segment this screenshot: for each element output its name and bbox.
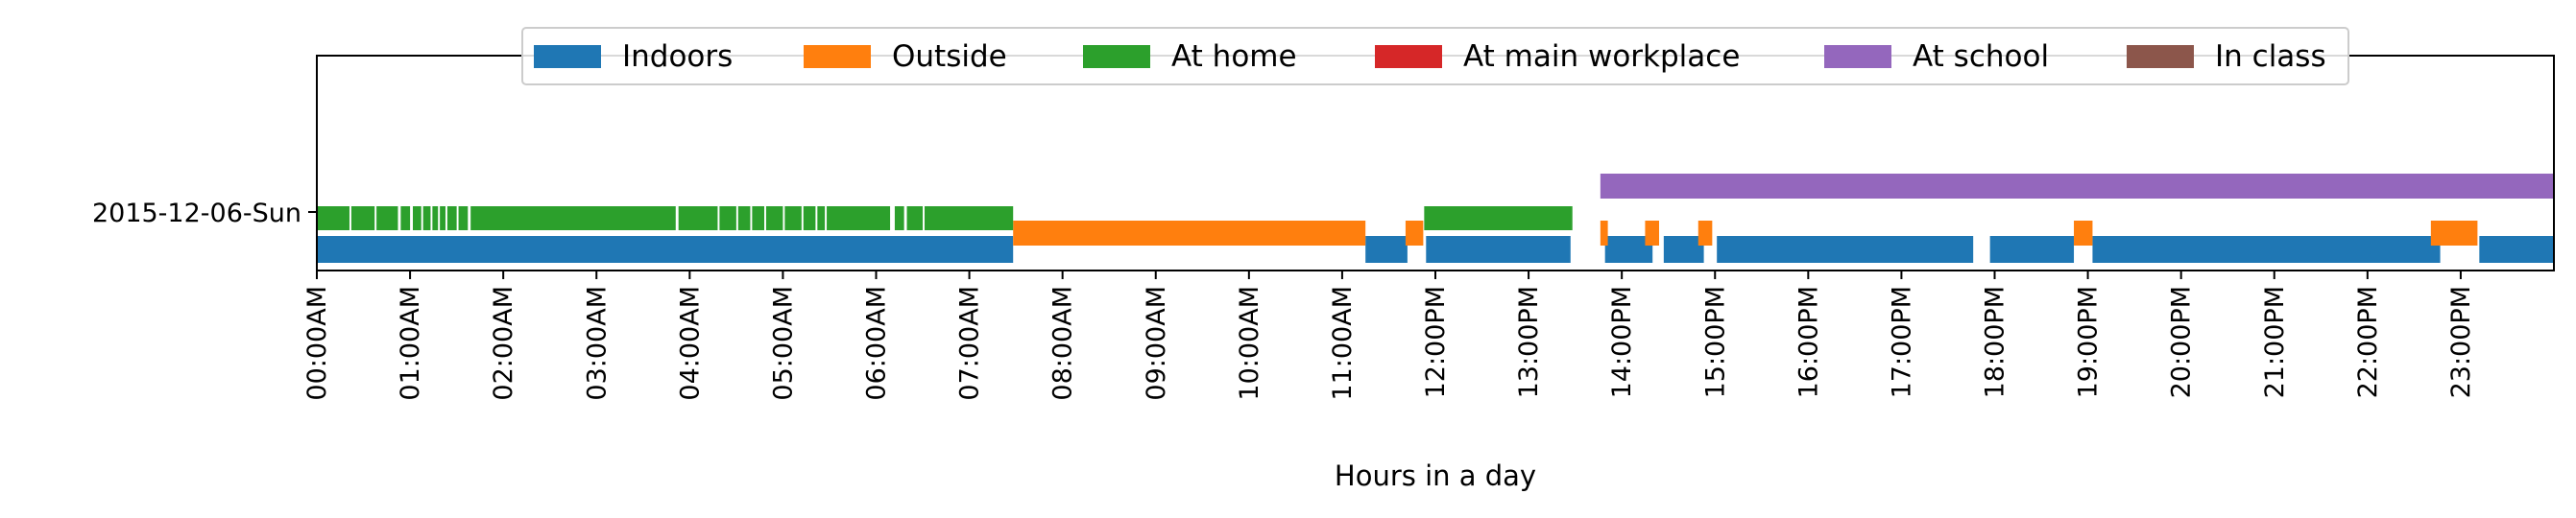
x-tick-label-17: 17:00PM (1887, 286, 1916, 398)
bar-at-home-7 (440, 206, 445, 230)
bar-outside-4 (1697, 221, 1713, 246)
x-tick-label-19: 19:00PM (2074, 286, 2104, 398)
bar-at-home-22 (924, 206, 1014, 230)
x-tick-label-16: 16:00PM (1794, 286, 1823, 398)
bar-outside-1 (1405, 221, 1424, 246)
bar-outside-0 (1013, 221, 1366, 246)
x-tick-label-6: 06:00AM (862, 286, 892, 401)
x-tick-label-7: 07:00AM (955, 286, 985, 401)
legend-label-in-class: In class (2215, 39, 2326, 74)
x-tick-label-11: 11:00AM (1328, 286, 1358, 401)
bar-indoors-1 (1365, 236, 1408, 263)
bar-at-home-10 (470, 206, 676, 230)
bar-at-home-15 (765, 206, 783, 230)
x-tick-label-5: 05:00AM (768, 286, 798, 401)
bar-at-home-14 (752, 206, 764, 230)
bar-indoors-6 (1989, 236, 2075, 263)
x-tick-label-14: 14:00PM (1607, 286, 1637, 398)
bar-at-home-6 (432, 206, 439, 230)
x-axis-label: Hours in a day (1335, 459, 1536, 492)
legend-swatch-in-class (2127, 45, 2194, 68)
bar-outside-6 (2430, 221, 2478, 246)
x-tick-label-3: 03:00AM (582, 286, 612, 401)
x-tick-label-23: 23:00PM (2446, 286, 2476, 398)
legend-swatch-at-main-workplace (1375, 45, 1442, 68)
bar-at-home-19 (827, 206, 891, 230)
legend-swatch-at-school (1824, 45, 1891, 68)
bar-at-home-9 (458, 206, 469, 230)
legend-label-indoors: Indoors (622, 39, 733, 74)
x-tick-label-0: 00:00AM (302, 286, 332, 401)
bar-at-home-2 (376, 206, 398, 230)
legend-label-at-school: At school (1913, 39, 2049, 74)
bar-at-home-3 (400, 206, 411, 230)
x-tick-label-21: 21:00PM (2260, 286, 2290, 398)
bar-at-home-11 (678, 206, 718, 230)
x-axis: 00:00AM 01:00AM 02:00AM 03:00AM 04:00AM 05:00… (302, 271, 2476, 401)
x-tick-label-22: 22:00PM (2353, 286, 2383, 398)
bar-indoors-7 (2092, 236, 2441, 263)
bar-at-home-20 (894, 206, 904, 230)
bar-outside-3 (1645, 221, 1659, 246)
bar-at-home-13 (737, 206, 751, 230)
bars-layer (317, 174, 2554, 263)
x-tick-label-18: 18:00PM (1981, 286, 2010, 398)
bar-indoors-0 (317, 236, 1014, 263)
bar-at-home-18 (817, 206, 826, 230)
legend-label-outside: Outside (892, 39, 1007, 74)
legend-label-at-main-workplace: At main workplace (1463, 39, 1740, 74)
bar-indoors-4 (1663, 236, 1704, 263)
x-tick-label-12: 12:00PM (1421, 286, 1451, 398)
bar-at-home-8 (446, 206, 457, 230)
legend-label-at-home: At home (1171, 39, 1297, 74)
bar-at-school-0 (1600, 174, 2554, 199)
bar-indoors-2 (1426, 236, 1571, 263)
x-tick-label-8: 08:00AM (1048, 286, 1078, 401)
legend: Indoors Outside At home At main workplace At… (521, 27, 2349, 85)
plot-area (316, 55, 2555, 271)
bar-at-home-0 (317, 206, 349, 230)
x-tick-label-9: 09:00AM (1142, 286, 1171, 401)
bar-indoors-5 (1717, 236, 1974, 263)
bar-outside-5 (2074, 221, 2093, 246)
legend-swatch-at-home (1083, 45, 1150, 68)
legend-swatch-outside (804, 45, 871, 68)
legend-swatch-indoors (534, 45, 601, 68)
bar-indoors-3 (1604, 236, 1653, 263)
bar-at-home-17 (803, 206, 816, 230)
y-tick-label-0: 2015-12-06-Sun (92, 199, 301, 228)
x-tick-label-15: 15:00PM (1700, 286, 1730, 398)
y-axis: 2015-12-06-Sun (92, 199, 317, 228)
bar-outside-2 (1600, 221, 1608, 246)
x-tick-label-20: 20:00PM (2167, 286, 2197, 398)
bar-at-home-23 (1424, 206, 1573, 230)
bar-indoors-8 (2479, 236, 2554, 263)
bar-at-home-1 (350, 206, 375, 230)
x-tick-label-1: 01:00AM (396, 286, 425, 401)
x-tick-label-4: 04:00AM (675, 286, 705, 401)
bar-at-home-16 (784, 206, 802, 230)
bar-at-home-21 (906, 206, 924, 230)
x-tick-label-10: 10:00AM (1235, 286, 1264, 401)
bar-at-home-4 (413, 206, 421, 230)
bar-at-home-5 (422, 206, 431, 230)
x-tick-label-13: 13:00PM (1514, 286, 1544, 398)
x-tick-label-2: 02:00AM (489, 286, 518, 401)
bar-at-home-12 (719, 206, 736, 230)
